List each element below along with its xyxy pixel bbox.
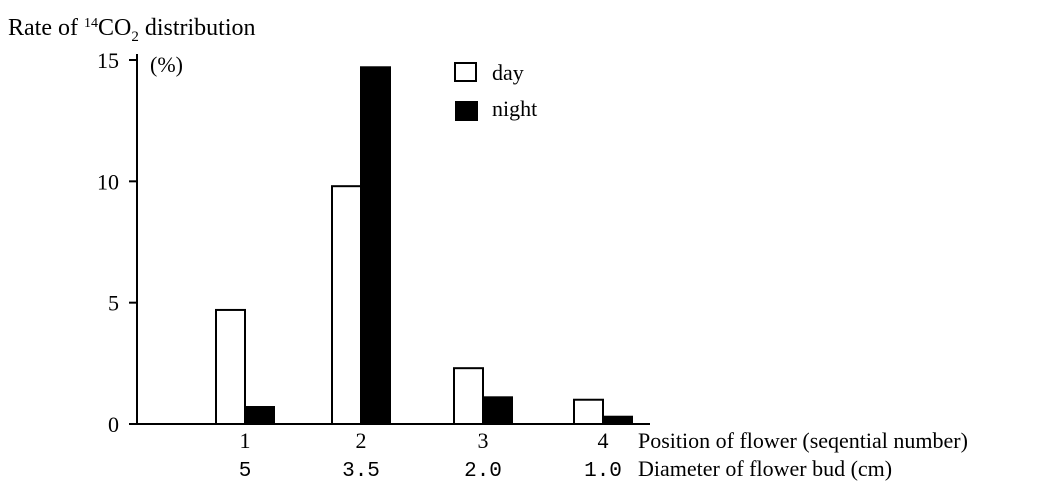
y-tick-label: 15 — [97, 48, 119, 73]
y-tick-label: 0 — [108, 412, 119, 437]
x-tick-label: 4 — [598, 428, 609, 453]
title-subscript: 2 — [131, 29, 139, 45]
legend-label-night: night — [492, 96, 537, 121]
bar-night-2 — [360, 66, 391, 425]
chart-title: Rate of 14CO2 distribution — [8, 15, 256, 45]
title-suffix: distribution — [139, 15, 256, 41]
bar-day-2 — [331, 185, 362, 425]
bar-day-1 — [215, 308, 246, 425]
legend-swatch-night — [455, 101, 478, 121]
x-axis-label: Position of flower (seqential number) — [638, 428, 968, 453]
x-tick-label: 3 — [478, 428, 489, 453]
title-isotope: 14 — [84, 16, 98, 31]
secondary-x-tick-label: 5 — [239, 460, 252, 483]
secondary-x-tick-label: 2.0 — [464, 460, 502, 483]
secondary-x-axis-label: Diameter of flower bud (cm) — [638, 456, 892, 481]
secondary-x-tick-label: 3.5 — [342, 460, 380, 483]
title-molecule: CO — [98, 15, 131, 41]
x-tick-label: 1 — [240, 428, 251, 453]
title-prefix: Rate of — [8, 15, 84, 41]
bar-night-4 — [602, 415, 633, 426]
secondary-x-tick-label: 1.0 — [584, 460, 622, 483]
y-tick-label: 10 — [97, 169, 119, 194]
bar-night-3 — [482, 396, 513, 426]
legend-label-day: day — [492, 60, 524, 85]
bar-night-1 — [244, 406, 275, 426]
bar-day-3 — [453, 367, 484, 426]
legend-swatch-day — [454, 62, 477, 82]
legend: day night — [454, 60, 537, 121]
x-tick-label: 2 — [356, 428, 367, 453]
y-axis-unit: (%) — [150, 52, 183, 77]
bar-day-4 — [573, 398, 604, 426]
y-tick-label: 5 — [108, 291, 119, 316]
